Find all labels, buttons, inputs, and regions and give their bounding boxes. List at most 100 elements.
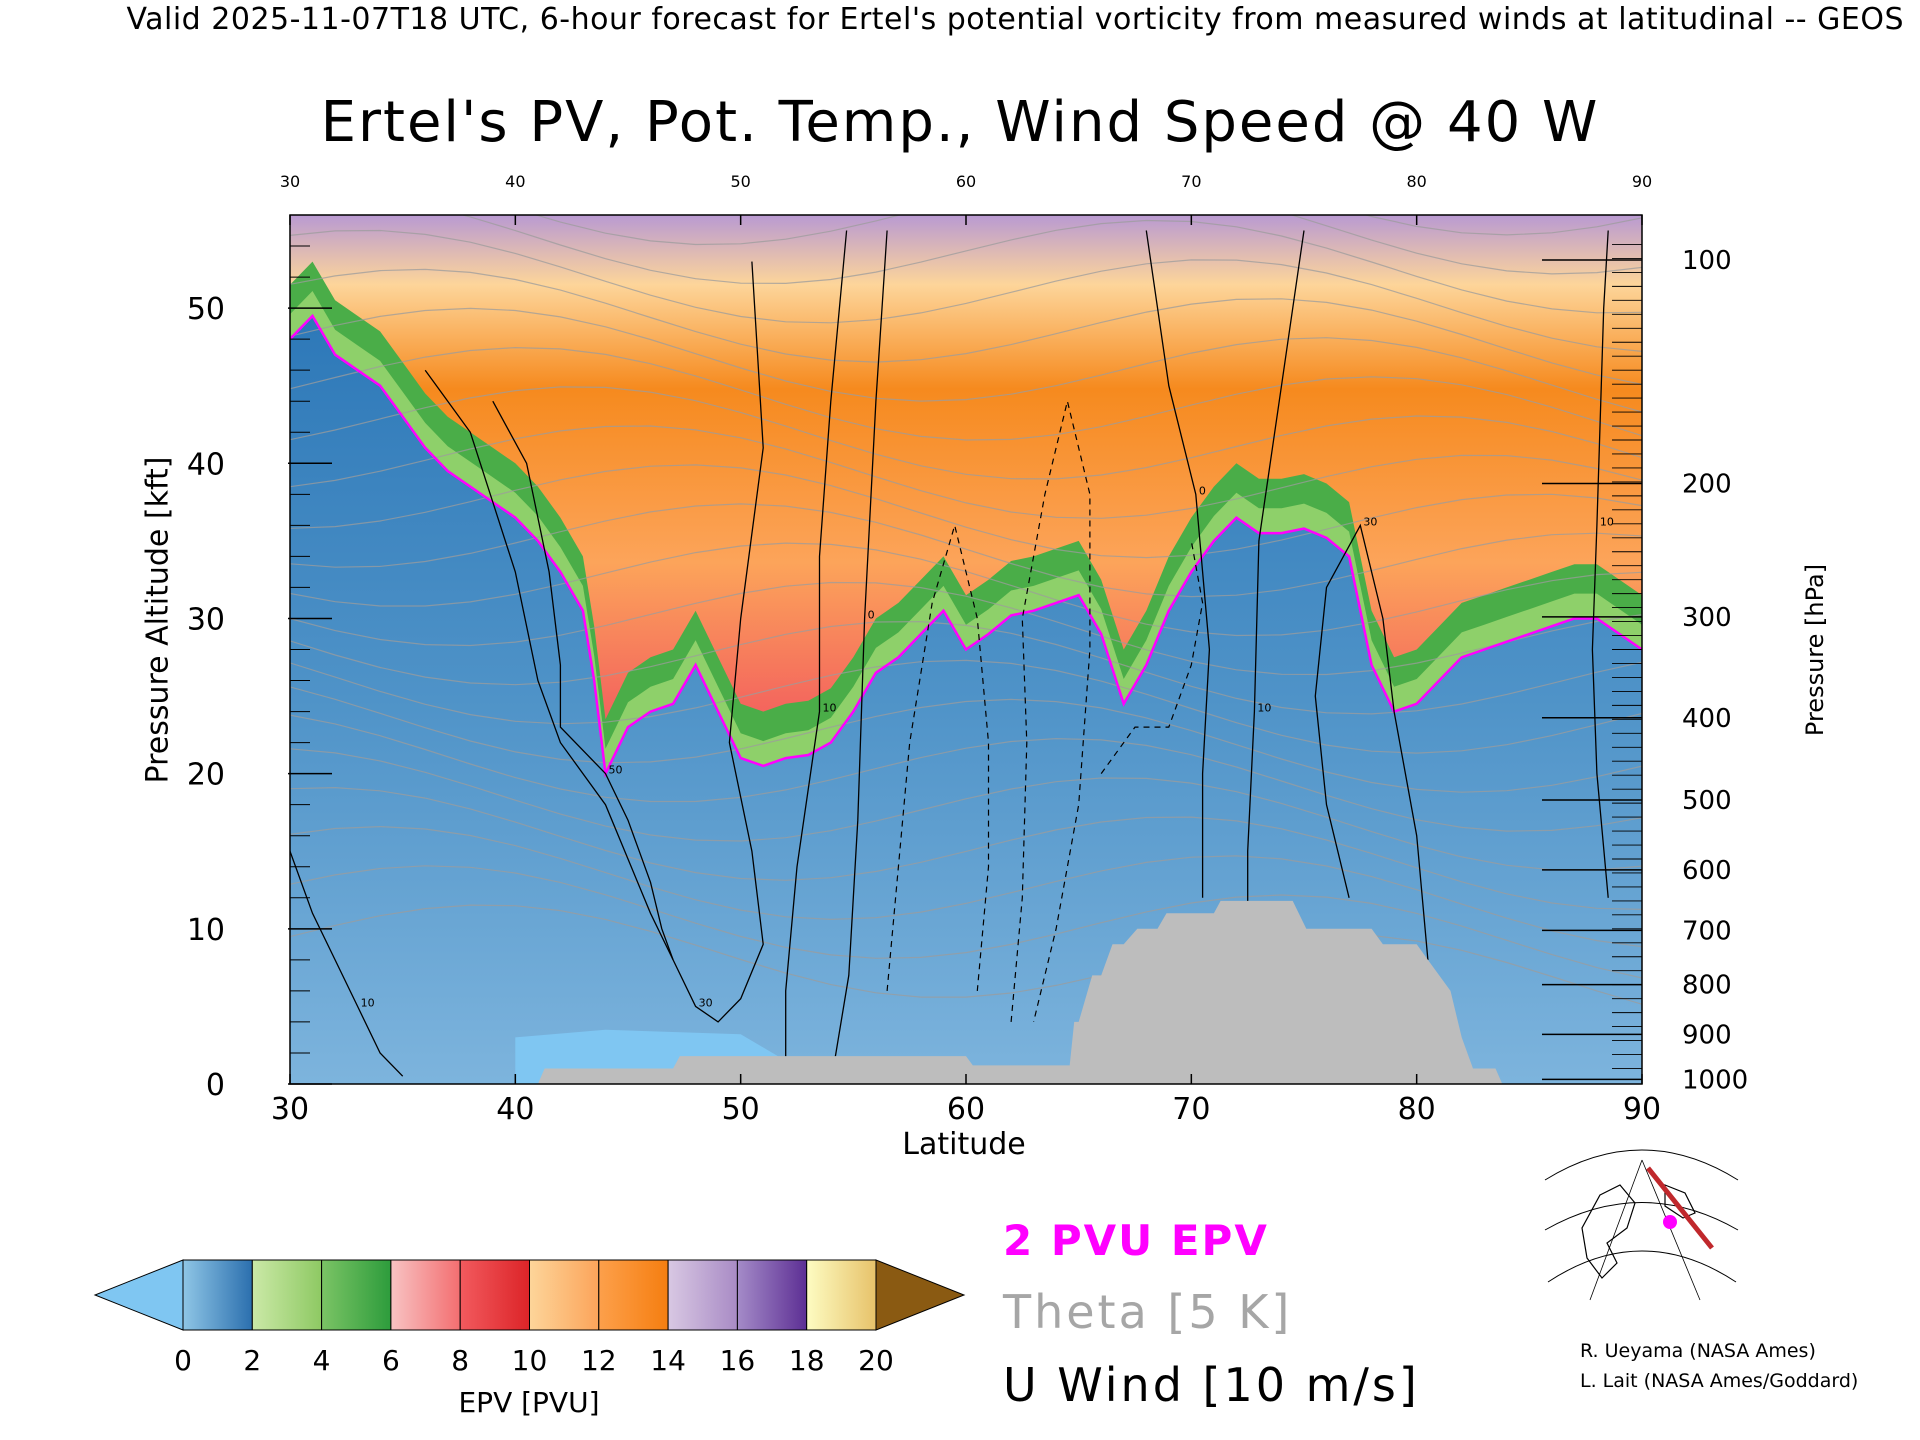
pressure-tick-label: 300 bbox=[1682, 603, 1732, 633]
colorbar-tick-label: 0 bbox=[174, 1344, 192, 1377]
map-graticule bbox=[1544, 1149, 1739, 1181]
credit-line: L. Lait (NASA Ames/Goddard) bbox=[1580, 1370, 1859, 1392]
map-meridian bbox=[1589, 1159, 1643, 1301]
contour-label: 10 bbox=[1600, 515, 1614, 528]
forecast-caption: Valid 2025-11-07T18 UTC, 6-hour forecast… bbox=[126, 2, 1904, 37]
theta-isentrope bbox=[290, 620, 1642, 715]
top-x-tick-label: 70 bbox=[1181, 172, 1201, 191]
contour-label: 30 bbox=[1363, 515, 1377, 528]
colorbar-segment bbox=[459, 1259, 531, 1331]
contour-label: 10 bbox=[1257, 702, 1271, 715]
u-wind-contour bbox=[830, 230, 888, 1084]
theta-isentrope bbox=[1364, 215, 1642, 236]
colorbar-label: EPV [PVU] bbox=[458, 1386, 600, 1419]
theta-isentrope bbox=[290, 425, 1642, 519]
y2-axis-title: Pressure [hPa] bbox=[1801, 563, 1829, 737]
locator-map-bg bbox=[1540, 1150, 1740, 1305]
contour-label: 0 bbox=[868, 608, 875, 621]
top-x-tick-label: 40 bbox=[505, 172, 525, 191]
colorbar-tick-label: 10 bbox=[512, 1344, 548, 1377]
credit-line: R. Ueyama (NASA Ames) bbox=[1580, 1340, 1816, 1362]
theta-isentrope bbox=[290, 268, 1642, 385]
theta-isentrope bbox=[290, 865, 1642, 979]
u-wind-contour bbox=[424, 261, 764, 1023]
u-wind-contour bbox=[1314, 523, 1429, 960]
top-x-tick-label: 90 bbox=[1632, 172, 1652, 191]
colorbar-tick-label: 8 bbox=[451, 1344, 469, 1377]
contour-label: 0 bbox=[1199, 484, 1206, 497]
colorbar-segment bbox=[598, 1259, 669, 1331]
pressure-tick-label: 500 bbox=[1682, 786, 1732, 816]
theta-isentrope bbox=[460, 215, 1642, 314]
x-tick-label: 30 bbox=[271, 1092, 309, 1127]
pressure-tick-label: 600 bbox=[1682, 856, 1732, 886]
pressure-tick-label: 200 bbox=[1682, 469, 1732, 499]
colorbar-segment bbox=[806, 1259, 877, 1331]
colorbar-tick-label: 6 bbox=[382, 1344, 400, 1377]
colorbar-tick-label: 4 bbox=[313, 1344, 331, 1377]
colorbar-segment bbox=[529, 1259, 600, 1331]
u-wind-contour bbox=[1145, 230, 1211, 898]
theta-isentrope bbox=[290, 659, 1642, 754]
x-tick-label: 90 bbox=[1623, 1092, 1661, 1127]
colorbar-tick-label: 18 bbox=[789, 1344, 825, 1377]
map-location-marker bbox=[1663, 1215, 1677, 1229]
theta-isentrope bbox=[290, 904, 1642, 1005]
contour-label: 30 bbox=[699, 996, 713, 1009]
y-axis-title: Pressure Altitude [kft] bbox=[140, 456, 176, 784]
x-tick-label: 70 bbox=[1172, 1092, 1210, 1127]
map-meridian bbox=[1641, 1159, 1701, 1301]
colorbar-tick-label: 20 bbox=[858, 1344, 894, 1377]
contour-label: 50 bbox=[608, 764, 622, 777]
legend-2pvu: 2 PVU EPV bbox=[1003, 1216, 1269, 1265]
legend-theta: Theta [5 K] bbox=[1003, 1285, 1293, 1339]
x-tick-label: 50 bbox=[722, 1092, 760, 1127]
y-tick-label: 40 bbox=[187, 447, 225, 482]
colorbar-over-arrow bbox=[875, 1259, 966, 1331]
pressure-tick-label: 900 bbox=[1682, 1020, 1732, 1050]
pressure-tick-label: 700 bbox=[1682, 916, 1732, 946]
theta-isentrope bbox=[290, 825, 1642, 948]
pressure-tick-label: 800 bbox=[1682, 971, 1732, 1001]
theta-isentrope bbox=[290, 386, 1642, 480]
top-x-tick-label: 60 bbox=[956, 172, 976, 191]
top-x-tick-label: 30 bbox=[280, 172, 300, 191]
u-wind-contour bbox=[785, 230, 848, 1084]
y-tick-label: 30 bbox=[187, 602, 225, 637]
x-axis-title: Latitude bbox=[902, 1127, 1026, 1162]
map-cross-section-path bbox=[1646, 1166, 1714, 1250]
theta-isentrope bbox=[290, 503, 1642, 598]
terrain-mask bbox=[290, 900, 1642, 1084]
pressure-tick-label: 1000 bbox=[1682, 1065, 1748, 1095]
u-wind-contour-negative bbox=[886, 523, 990, 991]
theta-isentrope bbox=[290, 464, 1642, 559]
contour-label: 10 bbox=[361, 996, 375, 1009]
u-wind-contour bbox=[1591, 230, 1609, 898]
x-tick-label: 80 bbox=[1398, 1092, 1436, 1127]
colorbar-tick-label: 2 bbox=[243, 1344, 261, 1377]
colorbar-segment bbox=[321, 1259, 392, 1331]
theta-isentrope bbox=[534, 215, 1642, 275]
colorbar-tick-label: 14 bbox=[650, 1344, 686, 1377]
theta-isentrope bbox=[290, 786, 1642, 910]
theta-isentrope bbox=[290, 229, 1642, 352]
contour-label: 10 bbox=[823, 702, 837, 715]
colorbar-tick-label: 12 bbox=[581, 1344, 617, 1377]
map-graticule bbox=[1547, 1250, 1737, 1283]
theta-isentrope bbox=[290, 346, 1642, 441]
x-tick-label: 60 bbox=[947, 1092, 985, 1127]
map-graticule bbox=[1544, 1202, 1739, 1231]
colorbar-segment bbox=[736, 1259, 808, 1331]
pressure-tick-label: 400 bbox=[1682, 704, 1732, 734]
colorbar-segment bbox=[182, 1259, 253, 1331]
top-x-tick-label: 50 bbox=[730, 172, 750, 191]
theta-isentrope bbox=[290, 714, 1642, 832]
colorbar-under-arrow bbox=[93, 1259, 184, 1331]
troposphere-field bbox=[290, 315, 1642, 1084]
credits: R. Ueyama (NASA Ames) L. Lait (NASA Ames… bbox=[1580, 1336, 1858, 1396]
u-wind-contour-negative bbox=[1100, 540, 1204, 774]
top-x-tick-label: 80 bbox=[1406, 172, 1426, 191]
theta-isentrope bbox=[290, 581, 1642, 676]
colorbar-segment bbox=[667, 1259, 738, 1331]
